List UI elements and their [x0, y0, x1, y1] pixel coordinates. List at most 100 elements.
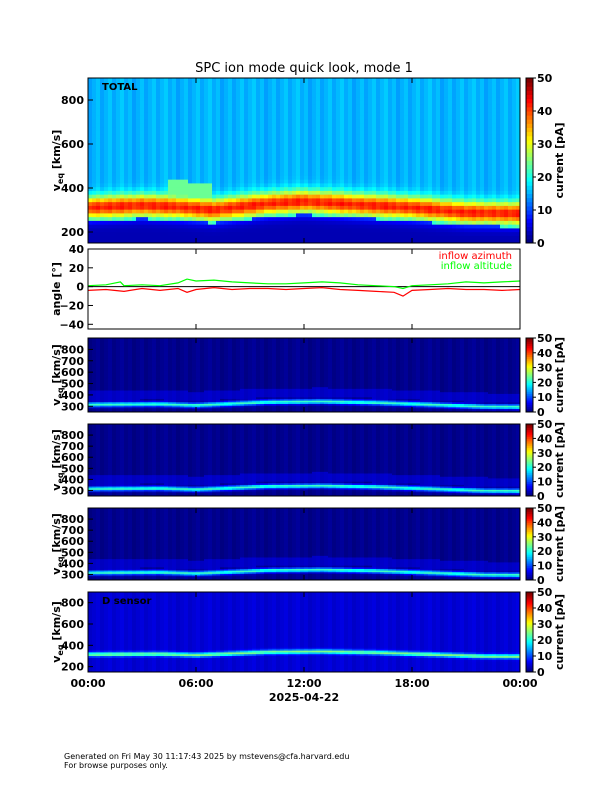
heatmap-cell — [220, 115, 225, 120]
heatmap-cell — [284, 171, 289, 176]
heatmap-cell — [92, 160, 97, 165]
heatmap-cell — [284, 111, 289, 116]
heatmap-cell — [252, 108, 257, 113]
heatmap-cell — [288, 89, 293, 94]
heatmap-cell — [484, 235, 489, 240]
heatmap-cell — [152, 149, 157, 154]
heatmap-cell — [372, 201, 377, 206]
heatmap-cell — [416, 156, 421, 161]
heatmap-cell — [260, 198, 265, 203]
heatmap-cell — [312, 153, 317, 158]
heatmap-cell — [312, 239, 317, 244]
heatmap-cell — [440, 81, 445, 86]
heatmap-cell — [176, 115, 181, 120]
heatmap-cell — [288, 168, 293, 173]
heatmap-cell — [284, 183, 289, 188]
heatmap-cell — [132, 190, 137, 195]
heatmap-cell — [240, 175, 245, 180]
heatmap-cell — [384, 126, 389, 131]
heatmap-cell — [380, 85, 385, 90]
heatmap-cell — [260, 190, 265, 195]
heatmap-cell — [372, 156, 377, 161]
heatmap-cell — [492, 179, 497, 184]
heatmap-cell — [464, 190, 469, 195]
heatmap-cell — [168, 213, 173, 218]
heatmap-cell — [304, 104, 309, 109]
heatmap-cell — [492, 89, 497, 94]
heatmap-cell — [272, 138, 277, 143]
heatmap-cell — [416, 119, 421, 124]
heatmap-cell — [440, 89, 445, 94]
heatmap-cell — [492, 205, 497, 210]
heatmap-cell — [292, 153, 297, 158]
heatmap-cell — [96, 213, 101, 218]
heatmap-cell — [120, 156, 125, 161]
heatmap-cell — [364, 153, 369, 158]
heatmap-cell — [108, 100, 113, 105]
heatmap-cell — [132, 115, 137, 120]
heatmap-cell — [448, 231, 453, 236]
heatmap-cell — [488, 145, 493, 150]
heatmap-cell — [304, 175, 309, 180]
heatmap-cell — [276, 134, 281, 139]
heatmap-cell — [264, 194, 269, 199]
heatmap-cell — [220, 186, 225, 191]
heatmap-cell — [100, 410, 105, 413]
heatmap-cell — [504, 216, 509, 221]
heatmap-cell — [460, 134, 465, 139]
heatmap-cell — [424, 213, 429, 218]
heatmap-cell — [108, 171, 113, 176]
heatmap-cell — [452, 111, 457, 116]
heatmap-cell — [312, 126, 317, 131]
heatmap-cell — [112, 213, 117, 218]
heatmap-cell — [96, 364, 101, 367]
heatmap-cell — [508, 149, 513, 154]
heatmap-cell — [184, 130, 189, 135]
heatmap-cell — [204, 194, 209, 199]
heatmap-cell — [144, 108, 149, 113]
heatmap-cell — [448, 156, 453, 161]
heatmap-cell — [180, 96, 185, 101]
heatmap-cell — [416, 108, 421, 113]
heatmap-cell — [188, 198, 193, 203]
heatmap-cell — [236, 186, 241, 191]
heatmap-cell — [504, 119, 509, 124]
heatmap-cell — [320, 190, 325, 195]
heatmap-cell — [176, 216, 181, 221]
heatmap-cell — [208, 96, 213, 101]
heatmap-cell — [500, 115, 505, 120]
heatmap-cell — [288, 141, 293, 146]
heatmap-cell — [408, 175, 413, 180]
heatmap-cell — [388, 168, 393, 173]
heatmap-cell — [428, 100, 433, 105]
heatmap-cell — [468, 145, 473, 150]
heatmap-cell — [324, 228, 329, 233]
heatmap-cell — [452, 126, 457, 131]
heatmap-cell — [136, 160, 141, 165]
heatmap-cell — [240, 228, 245, 233]
heatmap-cell — [300, 100, 305, 105]
heatmap-cell — [116, 224, 121, 229]
heatmap-cell — [156, 160, 161, 165]
heatmap-cell — [208, 213, 213, 218]
heatmap-cell — [412, 119, 417, 124]
heatmap-cell — [432, 205, 437, 210]
heatmap-cell — [304, 89, 309, 94]
heatmap-cell — [264, 186, 269, 191]
heatmap-cell — [348, 156, 353, 161]
heatmap-cell — [336, 78, 341, 83]
heatmap-cell — [336, 134, 341, 139]
heatmap-cell — [456, 96, 461, 101]
heatmap-cell — [464, 168, 469, 173]
heatmap-cell — [296, 100, 301, 105]
heatmap-cell — [96, 386, 101, 389]
heatmap-cell — [284, 134, 289, 139]
heatmap-cell — [340, 104, 345, 109]
heatmap-cell — [500, 153, 505, 158]
heatmap-cell — [124, 149, 129, 154]
heatmap-cell — [324, 171, 329, 176]
heatmap-cell — [324, 156, 329, 161]
heatmap-cell — [100, 235, 105, 240]
heatmap-cell — [116, 228, 121, 233]
heatmap-cell — [484, 175, 489, 180]
